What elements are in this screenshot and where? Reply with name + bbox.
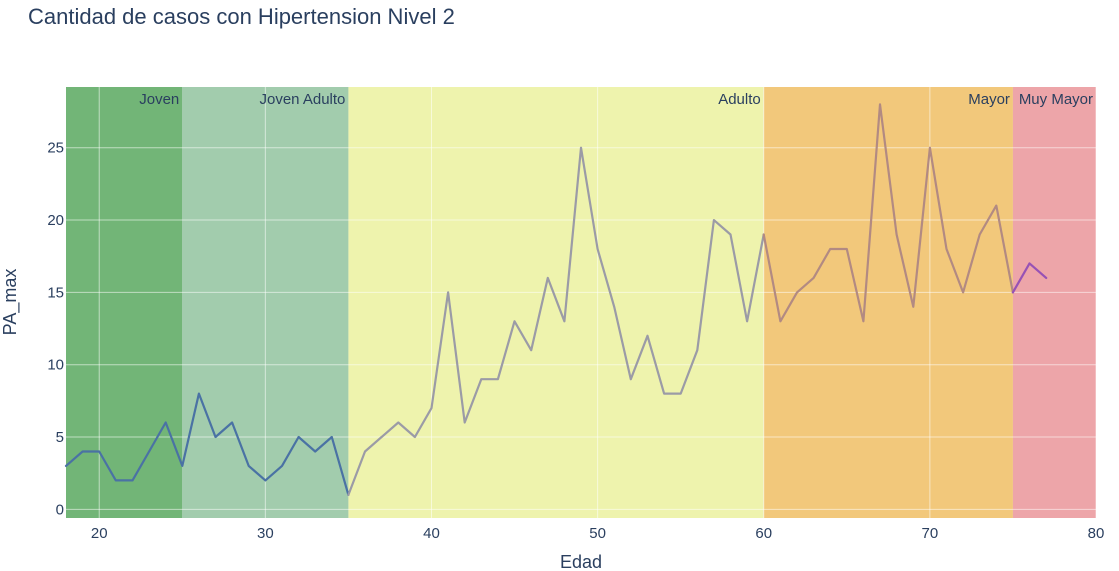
band-labels: Joven Joven Adulto Adulto Mayor Muy Mayor [139,91,1093,108]
x-tick-label-1: 30 [257,525,274,542]
x-tick-label-0: 20 [91,525,108,542]
band-label-1: Joven Adulto [260,91,346,108]
y-tick-label-5: 25 [47,140,64,157]
series-line-3 [1011,262,1048,294]
series-line-0 [64,392,350,496]
y-tick-label-4: 20 [47,212,64,229]
y-tick-label-3: 15 [47,284,64,301]
x-tick-label-2: 40 [423,525,440,542]
band-4 [1012,87,1096,518]
band-label-2: Adulto [718,91,761,108]
chart-title: Cantidad de casos con Hipertension Nivel… [28,4,455,29]
y-axis-title: PA_max [0,269,21,336]
series-line-1 [347,146,765,496]
x-tick-label-6: 80 [1088,525,1105,542]
band-label-3: Mayor [968,91,1010,108]
band-0 [66,87,183,518]
band-label-4: Muy Mayor [1019,91,1093,108]
x-tick-label-4: 60 [755,525,772,542]
x-tick-label-5: 70 [922,525,939,542]
y-tick-label-2: 10 [47,357,64,374]
band-3 [763,87,1013,518]
y-axis-ticks: 0 5 10 15 20 25 [47,140,64,519]
y-tick-label-0: 0 [56,501,64,518]
x-axis-title: Edad [560,552,602,571]
y-tick-label-1: 5 [56,429,64,446]
series-lines [64,103,1048,496]
x-axis-ticks: 20 30 40 50 60 70 80 [91,525,1104,542]
series-line-2 [762,103,1015,323]
x-tick-label-3: 50 [589,525,606,542]
band-label-0: Joven [139,91,179,108]
